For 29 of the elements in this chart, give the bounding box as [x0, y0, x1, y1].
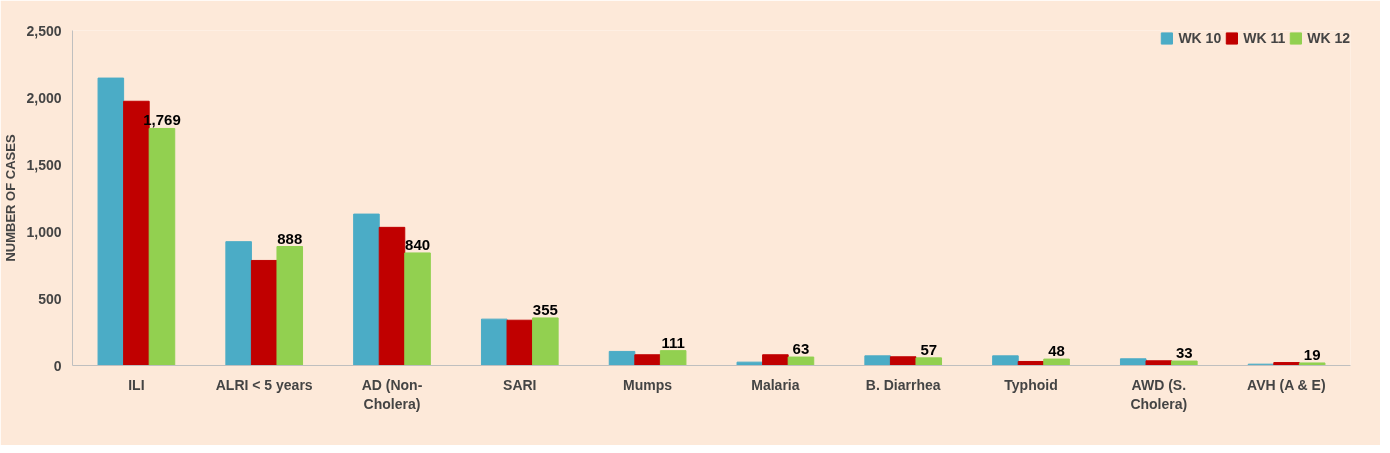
data-label: 19: [1303, 345, 1321, 363]
data-label: 33: [1176, 344, 1193, 362]
x-tick-label: Mumps: [623, 376, 673, 393]
data-label: 355: [532, 300, 558, 318]
legend-label: WK 10: [1178, 30, 1222, 46]
y-tick-label: 0: [53, 357, 62, 374]
x-tick-label: B. Diarrhea: [865, 376, 941, 393]
data-label: 63: [792, 340, 810, 358]
data-label: 888: [277, 229, 303, 247]
x-tick-label: Typhoid: [1004, 376, 1058, 393]
y-axis-title: NUMBER OF CASES: [3, 134, 19, 262]
x-tick-label: AWD (S. Cholera): [1130, 376, 1188, 412]
y-tick-label: 2,500: [26, 22, 62, 39]
data-label: 48: [1048, 342, 1065, 360]
x-tick-label: Malaria: [751, 376, 800, 393]
x-tick-label: ILI: [128, 376, 145, 393]
legend-label: WK 11: [1243, 30, 1286, 46]
x-tick-label: SARI: [503, 376, 537, 393]
y-tick-label: 2,000: [26, 89, 62, 106]
y-tick-label: 1,000: [26, 223, 62, 240]
y-tick-label: 1,500: [26, 156, 62, 173]
data-label: 111: [661, 333, 685, 351]
x-tick-label: AVH (A & E): [1247, 376, 1326, 393]
x-tick-label: ALRI < 5 years: [215, 376, 313, 393]
data-label: 840: [405, 235, 431, 253]
y-tick-label: 500: [38, 290, 62, 307]
legend-label: WK 12: [1307, 30, 1350, 46]
x-tick-label: AD (Non-Cholera): [361, 376, 423, 412]
data-label: 57: [920, 340, 938, 358]
